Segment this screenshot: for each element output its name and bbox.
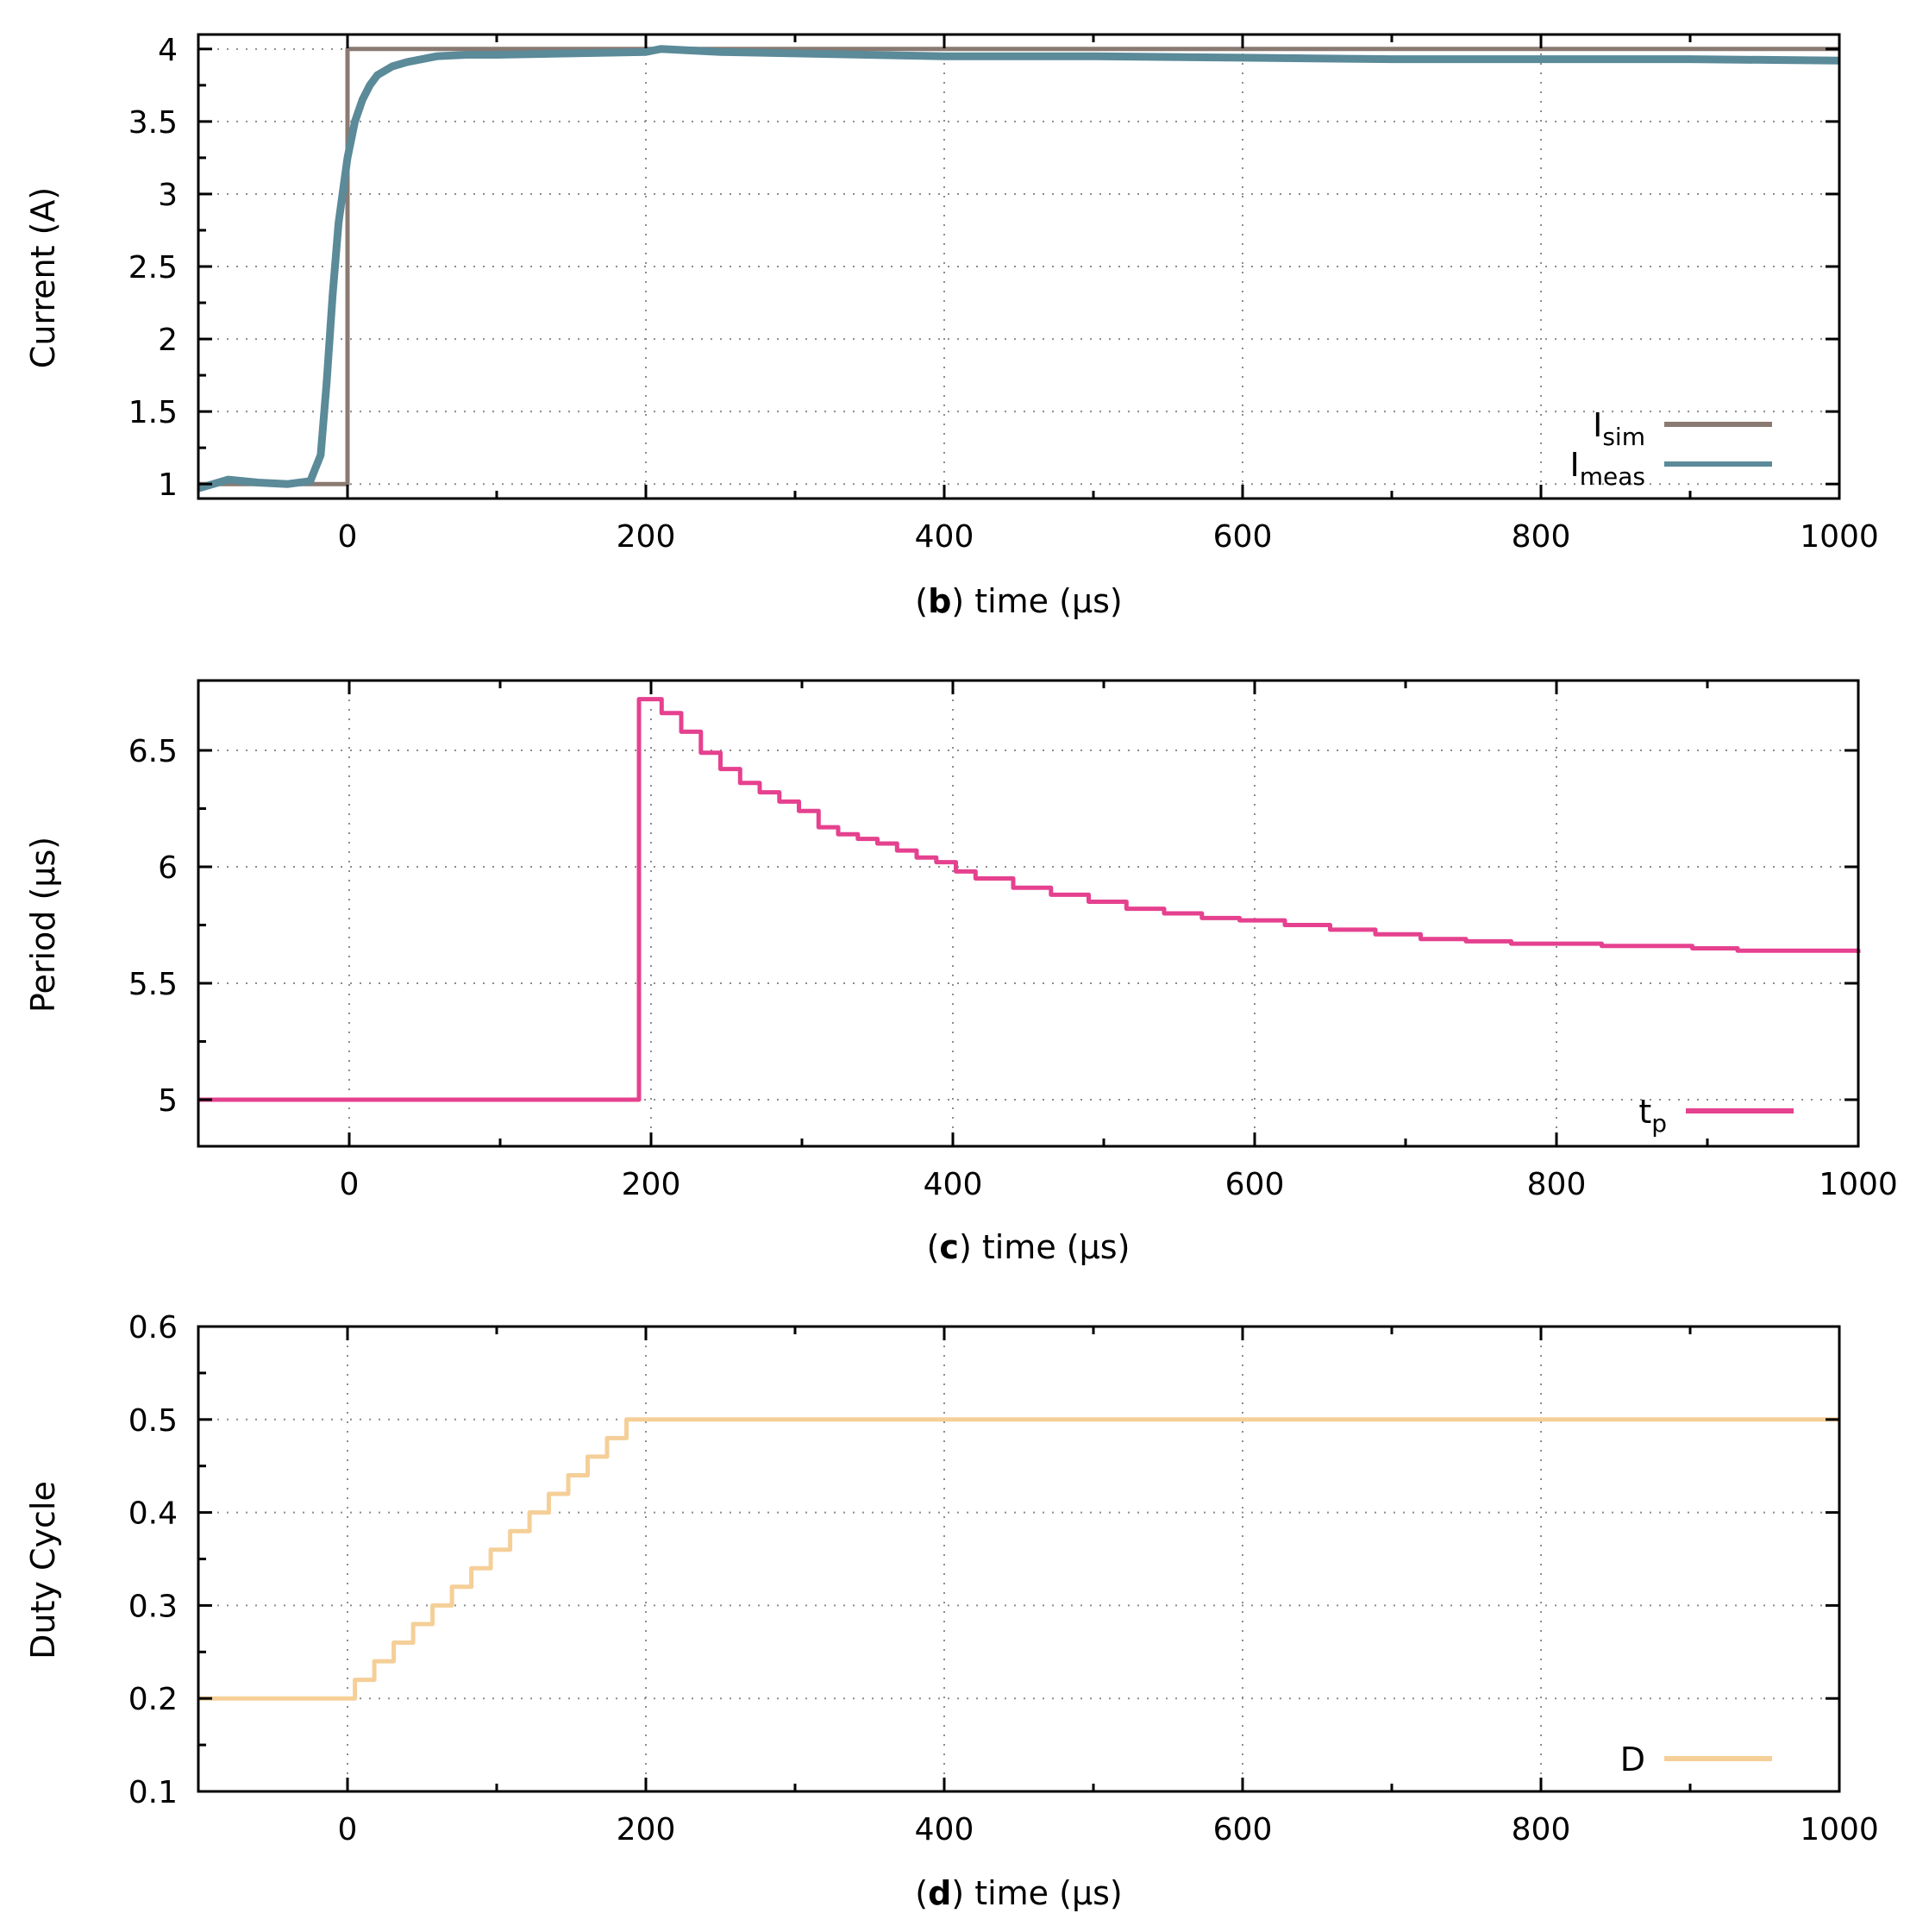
x-tick-label: 1000	[1819, 1167, 1898, 1202]
y-tick-label: 0.4	[128, 1496, 178, 1532]
y-tick-label: 2.5	[128, 250, 178, 285]
panel-b-tick-labels: 0 200 400 600 800 1000 1 1.5 2 2.5 3 3.5 4	[128, 33, 1879, 555]
x-tick-label: 200	[617, 1812, 676, 1847]
panel-b-data	[197, 45, 1840, 492]
x-tick-label: 400	[915, 519, 974, 555]
panel-d-duty-cycle: 0 200 400 600 800 1000 0.1 0.2 0.3 0.4 0.5 0.6 Duty…	[24, 1310, 1879, 1912]
y-tick-label: 5.5	[128, 967, 178, 1002]
panel-c-tick-labels: 0 200 400 600 800 1000 5 5.5 6 6.5	[128, 734, 1898, 1202]
legend-label: tp	[1638, 1093, 1667, 1138]
panel-b-letter: b	[928, 582, 951, 620]
legend-label: Isim	[1593, 406, 1645, 451]
y-tick-label: 0.2	[128, 1682, 178, 1717]
panel-b-xlabel-text: time (µs)	[974, 582, 1123, 620]
panel-d-legend: D	[1620, 1741, 1772, 1778]
x-tick-label: 800	[1527, 1167, 1587, 1202]
x-tick-label: 0	[338, 1812, 358, 1847]
legend-label-main: t	[1638, 1093, 1651, 1131]
y-tick-label: 3	[158, 178, 178, 213]
x-tick-label: 600	[1213, 1812, 1273, 1847]
x-tick-label: 800	[1512, 519, 1571, 555]
panel-c-grid	[198, 681, 1858, 1146]
panel-c-period: 0 200 400 600 800 1000 5 5.5 6 6.5 Period (µs) (c…	[24, 679, 1898, 1266]
y-tick-label: 6	[158, 850, 178, 886]
legend-label: Imeas	[1570, 446, 1645, 491]
panel-d-xlabel-text: time (µs)	[974, 1874, 1123, 1912]
legend-label: D	[1620, 1741, 1645, 1778]
panel-d-tick-labels: 0 200 400 600 800 1000 0.1 0.2 0.3 0.4 0.5 0.6	[128, 1310, 1879, 1847]
panel-d-grid	[198, 1326, 1839, 1792]
panel-d-xlabel: (d) time (µs)	[915, 1874, 1123, 1912]
x-tick-label: 800	[1512, 1812, 1571, 1847]
panel-d-ticks	[197, 1325, 1841, 1793]
y-tick-label: 0.3	[128, 1589, 178, 1624]
panel-d-frame	[197, 1325, 1841, 1793]
panel-c-letter: c	[939, 1228, 959, 1266]
panel-c-xlabel-text: time (µs)	[982, 1228, 1130, 1266]
legend-label-sub: p	[1651, 1109, 1667, 1138]
panel-d-letter: d	[928, 1874, 951, 1912]
y-tick-label: 0.6	[128, 1310, 178, 1346]
x-tick-label: 0	[340, 1167, 360, 1202]
y-tick-label: 2	[158, 323, 178, 358]
y-tick-label: 5	[158, 1083, 178, 1119]
panel-b-ylabel: Current (A)	[24, 187, 62, 368]
legend-label-main: D	[1620, 1741, 1645, 1778]
legend-label-main: I	[1593, 406, 1602, 444]
x-tick-label: 400	[924, 1167, 983, 1202]
x-tick-label: 200	[622, 1167, 681, 1202]
y-tick-label: 4	[158, 33, 178, 68]
y-tick-label: 6.5	[128, 734, 178, 769]
y-tick-label: 0.5	[128, 1403, 178, 1439]
y-tick-label: 3.5	[128, 105, 178, 141]
panel-c-data	[198, 697, 1861, 1102]
panel-c-ylabel: Period (µs)	[24, 837, 62, 1013]
legend-label-sub: sim	[1602, 423, 1645, 451]
x-tick-label: 600	[1213, 519, 1273, 555]
panel-c-xlabel: (c) time (µs)	[927, 1228, 1130, 1266]
legend-label-sub: meas	[1580, 462, 1645, 491]
y-tick-label: 1.5	[128, 395, 178, 430]
panel-c-legend: tp	[1638, 1093, 1794, 1138]
y-tick-label: 0.1	[128, 1775, 178, 1810]
panel-b-current: 0 200 400 600 800 1000 1 1.5 2 2.5 3 3.5 4 Current (…	[24, 33, 1879, 620]
series-line-tp	[198, 697, 1861, 1102]
panel-b-ticks	[197, 34, 1841, 499]
x-tick-label: 1000	[1800, 519, 1879, 555]
panel-d-ylabel: Duty Cycle	[24, 1481, 62, 1659]
x-tick-label: 0	[338, 519, 358, 555]
panel-b-xlabel: (b) time (µs)	[915, 582, 1123, 620]
x-tick-label: 600	[1225, 1167, 1285, 1202]
panel-d-data	[198, 1417, 1839, 1701]
x-tick-label: 200	[617, 519, 676, 555]
y-tick-label: 1	[158, 467, 178, 503]
series-line-imeas	[197, 45, 1840, 492]
x-tick-label: 1000	[1800, 1812, 1879, 1847]
legend-label-main: I	[1570, 446, 1580, 484]
panel-c-frame	[197, 679, 1860, 1148]
x-tick-label: 400	[915, 1812, 974, 1847]
series-line-d	[198, 1417, 1839, 1701]
panel-c-ticks	[197, 681, 1860, 1146]
